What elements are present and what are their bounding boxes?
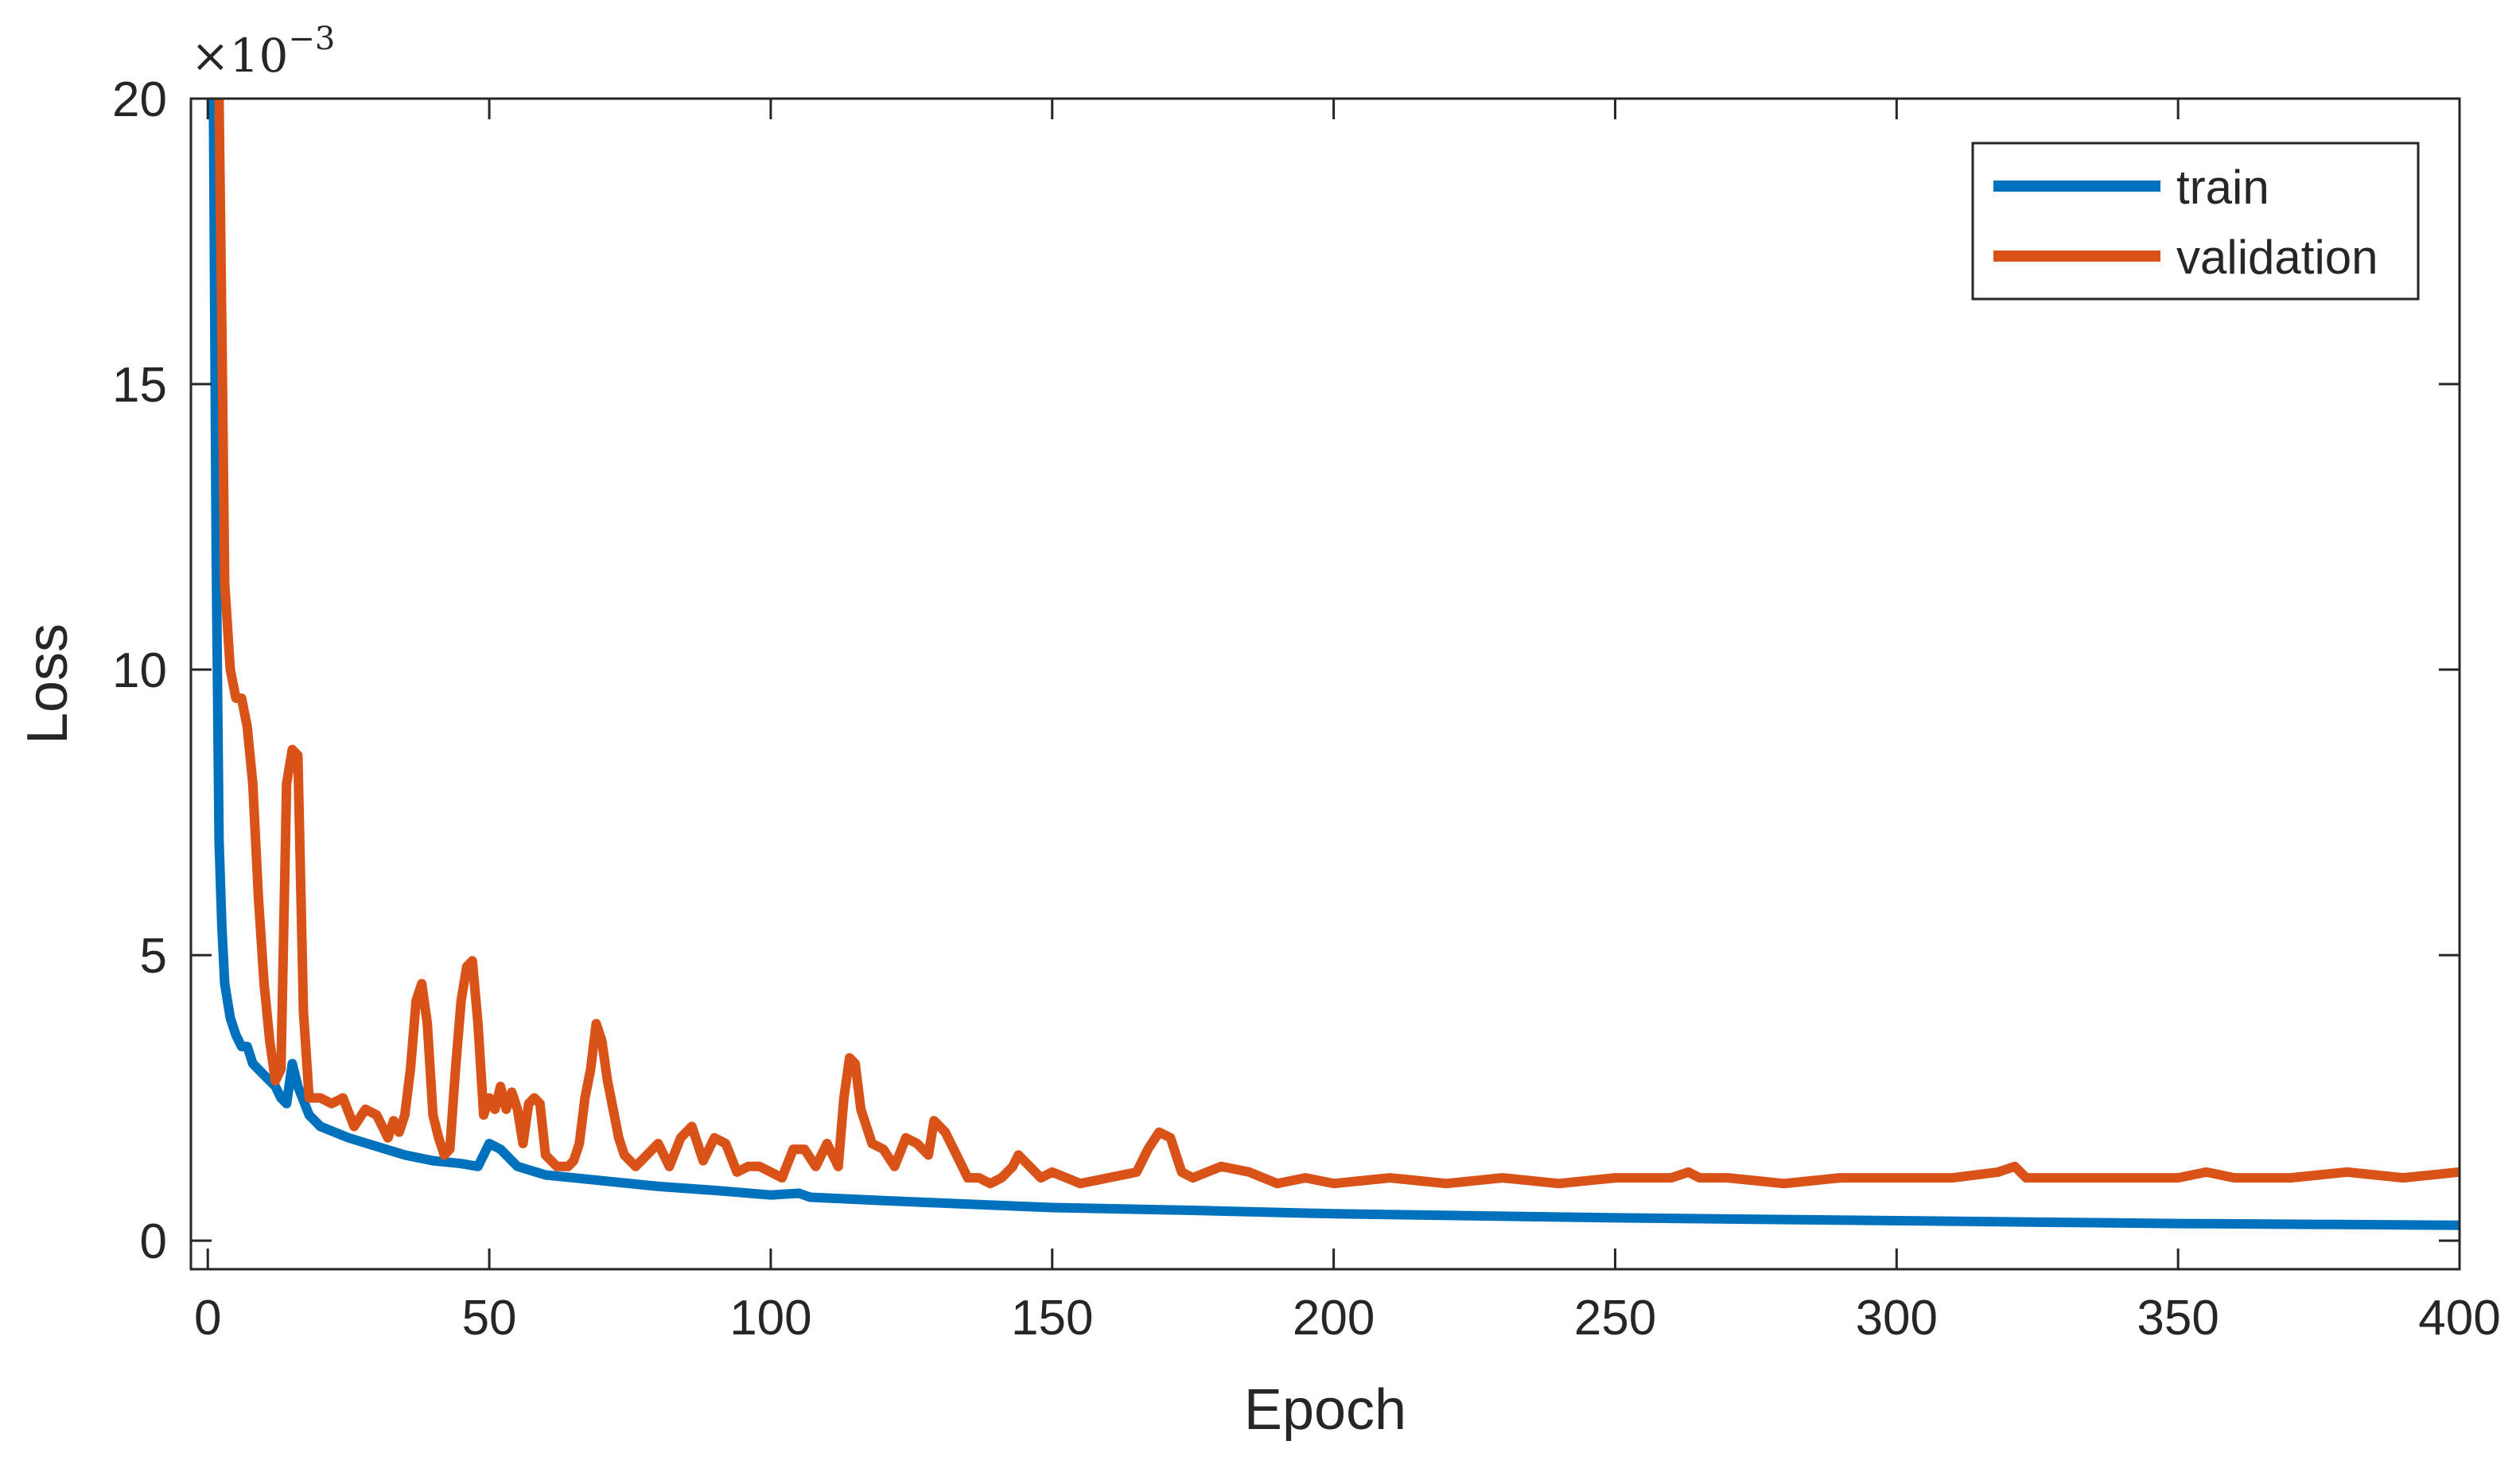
x-tick-label: 150	[1011, 1291, 1093, 1346]
x-tick-label: 100	[729, 1291, 811, 1346]
x-tick-label: 50	[462, 1291, 517, 1346]
x-tick-label: 200	[1293, 1291, 1375, 1346]
legend: train validation	[1971, 142, 2420, 301]
series-layer	[208, 99, 2460, 1230]
legend-label-train: train	[2176, 161, 2269, 214]
x-axis-title: Epoch	[1244, 1378, 1406, 1442]
x-tick-label: 250	[1574, 1291, 1656, 1346]
series-line-validation	[214, 99, 2460, 1189]
axes-frame	[189, 97, 2461, 1271]
y-tick-label: 5	[140, 929, 167, 984]
series-line-train	[208, 99, 2460, 1230]
legend-box	[1971, 142, 2420, 301]
ticks-layer: 0 50 100 150 200 250 300 350 400 0 5 10 15 20	[112, 72, 2501, 1346]
x-tick-label: 350	[2137, 1291, 2219, 1346]
y-tick-label: 20	[112, 72, 167, 127]
x-tick-label: 300	[1856, 1291, 1938, 1346]
y-axis-title: Loss	[16, 623, 80, 744]
x-tick-label: 0	[194, 1291, 221, 1346]
x-tick-label: 400	[2418, 1291, 2500, 1346]
legend-label-validation: validation	[2176, 231, 2378, 284]
y-tick-label: 0	[140, 1214, 167, 1269]
y-tick-label: 10	[112, 643, 167, 698]
y-tick-label: 15	[112, 358, 167, 413]
y-exponent-label: ×10−3	[191, 21, 335, 83]
